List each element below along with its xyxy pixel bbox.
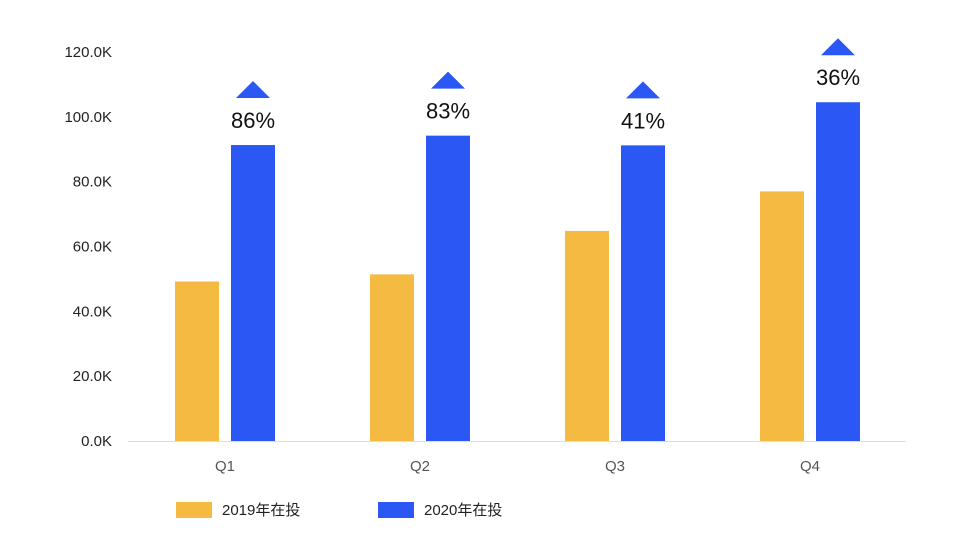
y-tick-label: 80.0K — [73, 174, 112, 191]
up-triangle-icon — [626, 81, 660, 99]
growth-label: 86% — [231, 108, 275, 133]
growth-annotations: 86% 83% 41% 36% — [231, 38, 860, 133]
up-triangle-icon — [236, 81, 270, 99]
growth-label: 83% — [426, 99, 470, 124]
up-triangle-icon — [821, 38, 855, 56]
bar-q3-series-1 — [565, 230, 609, 441]
bar-q3-series-2 — [621, 145, 665, 442]
bars — [175, 102, 860, 442]
y-tick-label: 60.0K — [73, 239, 112, 256]
x-axis: Q1 Q2 Q3 Q4 — [215, 458, 820, 475]
up-triangle-icon — [431, 71, 465, 89]
legend-swatch-2020 — [378, 501, 414, 518]
bar-q1-series-1 — [175, 281, 219, 441]
bar-q1-series-2 — [231, 145, 275, 441]
bar-q2-series-2 — [426, 135, 470, 441]
legend-label-2020: 2020年在投 — [424, 502, 503, 519]
y-tick-label: 0.0K — [81, 433, 112, 450]
bar-q4-series-2 — [816, 102, 860, 441]
x-tick-label: Q4 — [800, 458, 820, 475]
legend-item-2020: 2020年在投 — [378, 499, 502, 520]
y-tick-label: 100.0K — [64, 109, 112, 126]
bar-q4-series-1 — [760, 191, 804, 441]
x-tick-label: Q2 — [410, 458, 430, 475]
bar-q2-series-1 — [370, 274, 414, 441]
legend: 2019年在投 2020年在投 — [0, 499, 960, 523]
y-axis: 0.0K 20.0K 40.0K 60.0K 80.0K 100.0K 120.0K — [64, 44, 112, 450]
y-tick-label: 20.0K — [73, 368, 112, 385]
legend-label-2019: 2019年在投 — [222, 502, 301, 519]
y-tick-label: 40.0K — [73, 303, 112, 320]
legend-swatch-2019 — [176, 501, 212, 518]
legend-item-2019: 2019年在投 — [176, 499, 300, 520]
x-tick-label: Q3 — [605, 458, 625, 475]
growth-label: 41% — [621, 108, 665, 133]
y-tick-label: 120.0K — [64, 44, 112, 61]
x-tick-label: Q1 — [215, 458, 235, 475]
growth-label: 36% — [816, 65, 860, 90]
